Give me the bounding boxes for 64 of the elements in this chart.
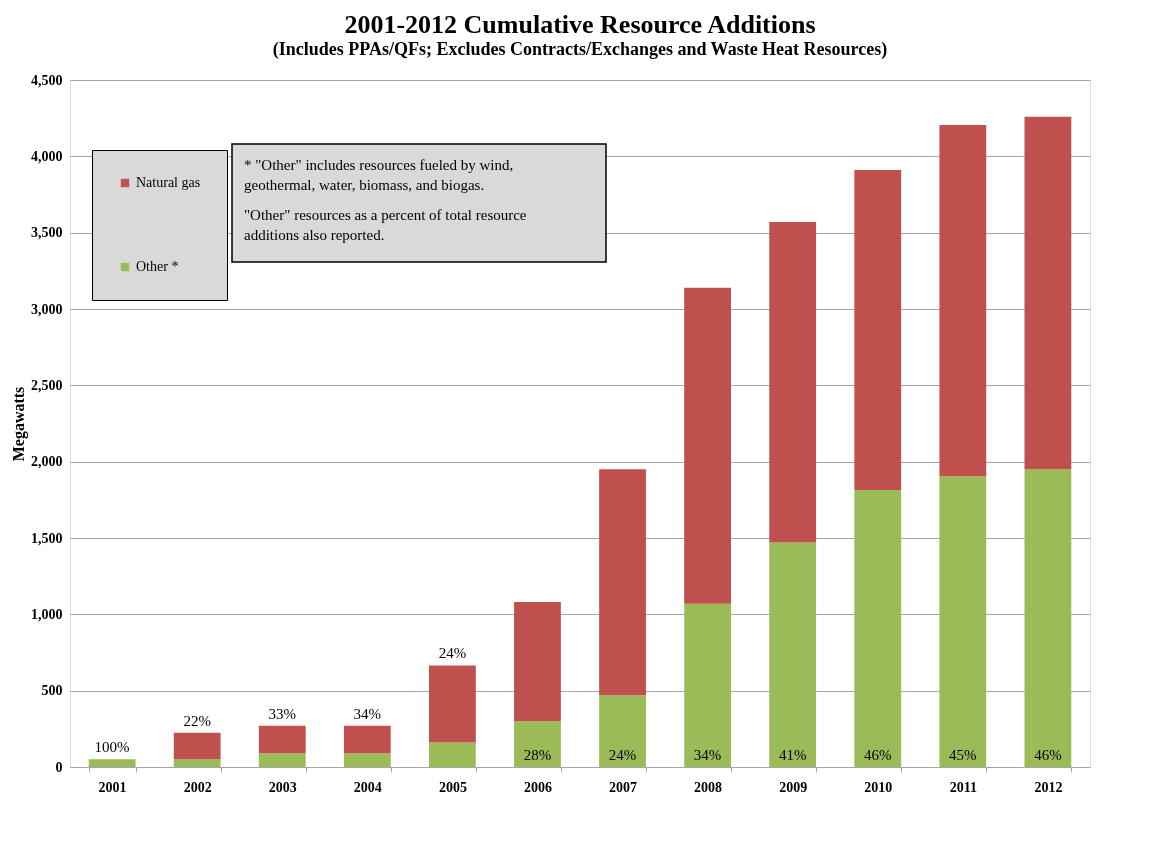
chart-subtitle: (Includes PPAs/QFs; Excludes Contracts/Exchanges and Waste Heat Resources) [272, 39, 888, 60]
annotation: "Other" resources as a percent of total resource additions also reported. [244, 207, 527, 243]
annotation: 28% [523, 747, 552, 763]
legend-label: Other * [136, 259, 179, 274]
y-tick-label: 500 [41, 683, 63, 699]
bar [343, 753, 391, 767]
bar [599, 469, 646, 696]
annotation: 46% [864, 747, 892, 763]
x-tick-label: 2005 [438, 779, 467, 795]
bar [88, 759, 136, 767]
x-tick-label: 2006 [523, 779, 552, 795]
bar [1024, 116, 1072, 470]
y-tick-label: 2,000 [31, 454, 63, 470]
bar [173, 759, 221, 767]
bar [173, 732, 221, 760]
y-tick-label: 3,000 [31, 301, 63, 317]
bar [769, 542, 817, 767]
annotation: 24% [608, 747, 637, 763]
x-tick-label: 2004 [353, 779, 382, 795]
x-tick-label: 2011 [949, 779, 977, 795]
bar [854, 489, 902, 767]
annotation: 34% [353, 705, 382, 722]
bar [429, 742, 476, 767]
bar [854, 170, 902, 490]
x-tick-label: 2012 [1034, 779, 1063, 795]
bar [939, 125, 987, 477]
annotation: 41% [778, 747, 807, 763]
bar [258, 725, 306, 754]
y-tick-label: 4,000 [31, 148, 63, 164]
bar [769, 221, 817, 543]
y-tick-label: 0 [55, 759, 63, 775]
bar [343, 725, 391, 754]
y-axis-title: Megawatts [10, 386, 28, 462]
x-tick-label: 2007 [609, 779, 638, 795]
y-tick-label: 1,500 [31, 530, 63, 546]
annotation: 46% [1034, 747, 1062, 763]
y-tick-label: 2,500 [31, 377, 63, 393]
annotation: 22% [183, 712, 211, 729]
annotation: 24% [438, 645, 467, 662]
bar [1024, 469, 1072, 767]
x-tick-label: 2010 [864, 779, 893, 795]
x-tick-label: 2009 [779, 779, 808, 795]
x-tick-label: 2003 [268, 779, 297, 795]
annotation: 34% [693, 747, 722, 763]
chart-title: 2001-2012 Cumulative Resource Additions [344, 10, 816, 39]
bar [429, 665, 476, 743]
annotation: 100% [94, 739, 130, 756]
bar [514, 721, 561, 767]
bar [684, 603, 731, 767]
annotation: 45% [949, 747, 977, 763]
annotation: 33% [268, 705, 296, 722]
bar [684, 287, 731, 604]
x-tick-label: 2001 [98, 779, 127, 795]
bar [599, 695, 646, 767]
x-tick-label: 2002 [183, 779, 212, 795]
x-tick-label: 2008 [694, 779, 723, 795]
legend-label: Natural gas [136, 175, 201, 190]
y-tick-label: 1,000 [31, 606, 63, 622]
y-tick-label: 4,500 [31, 72, 63, 88]
bar [258, 753, 306, 767]
bar [514, 602, 561, 722]
y-tick-label: 3,500 [31, 225, 63, 241]
annotation: * "Other" includes resources fueled by wind, geothermal, water, biomass, and biogas. [244, 157, 514, 193]
bar [939, 476, 987, 767]
